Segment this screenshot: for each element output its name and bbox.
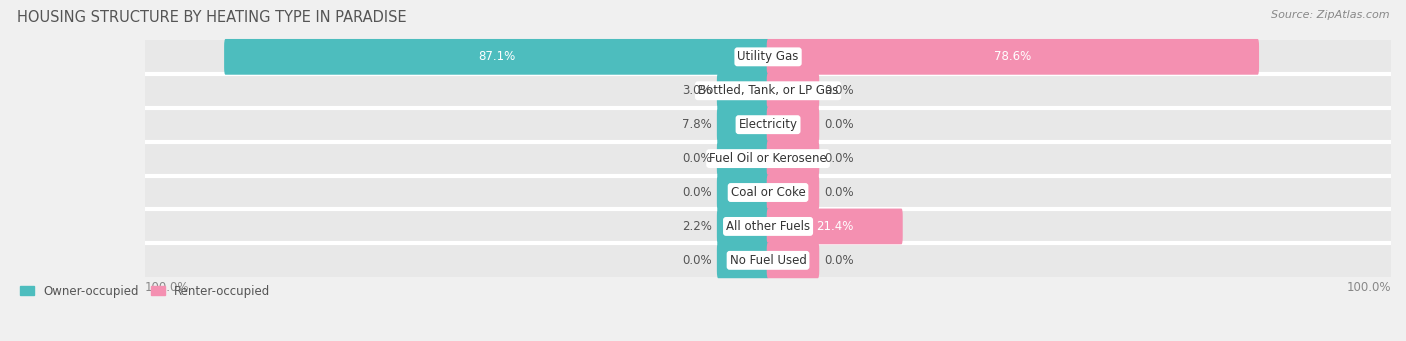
FancyBboxPatch shape bbox=[145, 176, 1391, 209]
Legend: Owner-occupied, Renter-occupied: Owner-occupied, Renter-occupied bbox=[15, 280, 276, 302]
Text: Source: ZipAtlas.com: Source: ZipAtlas.com bbox=[1271, 10, 1389, 20]
Text: 3.0%: 3.0% bbox=[682, 84, 711, 97]
FancyBboxPatch shape bbox=[766, 175, 820, 210]
FancyBboxPatch shape bbox=[717, 242, 769, 278]
FancyBboxPatch shape bbox=[717, 209, 769, 244]
Text: 0.0%: 0.0% bbox=[824, 254, 853, 267]
FancyBboxPatch shape bbox=[145, 243, 1391, 277]
Text: No Fuel Used: No Fuel Used bbox=[730, 254, 807, 267]
Text: 78.6%: 78.6% bbox=[994, 50, 1032, 63]
FancyBboxPatch shape bbox=[145, 74, 1391, 108]
Text: Electricity: Electricity bbox=[738, 118, 797, 131]
Text: Coal or Coke: Coal or Coke bbox=[731, 186, 806, 199]
FancyBboxPatch shape bbox=[717, 141, 769, 177]
FancyBboxPatch shape bbox=[766, 107, 820, 143]
FancyBboxPatch shape bbox=[766, 39, 1258, 75]
Text: 100.0%: 100.0% bbox=[145, 281, 190, 294]
FancyBboxPatch shape bbox=[224, 39, 769, 75]
Text: 0.0%: 0.0% bbox=[682, 254, 711, 267]
Text: 21.4%: 21.4% bbox=[815, 220, 853, 233]
FancyBboxPatch shape bbox=[766, 242, 820, 278]
Text: Fuel Oil or Kerosene: Fuel Oil or Kerosene bbox=[709, 152, 827, 165]
Text: 0.0%: 0.0% bbox=[824, 84, 853, 97]
Text: 0.0%: 0.0% bbox=[824, 186, 853, 199]
FancyBboxPatch shape bbox=[766, 141, 820, 177]
FancyBboxPatch shape bbox=[145, 108, 1391, 142]
Text: 0.0%: 0.0% bbox=[682, 152, 711, 165]
Text: HOUSING STRUCTURE BY HEATING TYPE IN PARADISE: HOUSING STRUCTURE BY HEATING TYPE IN PAR… bbox=[17, 10, 406, 25]
FancyBboxPatch shape bbox=[766, 73, 820, 109]
Text: 87.1%: 87.1% bbox=[478, 50, 516, 63]
Text: 100.0%: 100.0% bbox=[1347, 281, 1391, 294]
Text: Bottled, Tank, or LP Gas: Bottled, Tank, or LP Gas bbox=[697, 84, 838, 97]
FancyBboxPatch shape bbox=[717, 73, 769, 109]
Text: 0.0%: 0.0% bbox=[682, 186, 711, 199]
FancyBboxPatch shape bbox=[145, 142, 1391, 176]
FancyBboxPatch shape bbox=[766, 209, 903, 244]
Text: Utility Gas: Utility Gas bbox=[737, 50, 799, 63]
FancyBboxPatch shape bbox=[145, 40, 1391, 74]
Text: 7.8%: 7.8% bbox=[682, 118, 711, 131]
Text: 0.0%: 0.0% bbox=[824, 152, 853, 165]
FancyBboxPatch shape bbox=[717, 175, 769, 210]
FancyBboxPatch shape bbox=[717, 107, 769, 143]
Text: All other Fuels: All other Fuels bbox=[725, 220, 810, 233]
Text: 0.0%: 0.0% bbox=[824, 118, 853, 131]
Text: 2.2%: 2.2% bbox=[682, 220, 711, 233]
FancyBboxPatch shape bbox=[145, 209, 1391, 243]
